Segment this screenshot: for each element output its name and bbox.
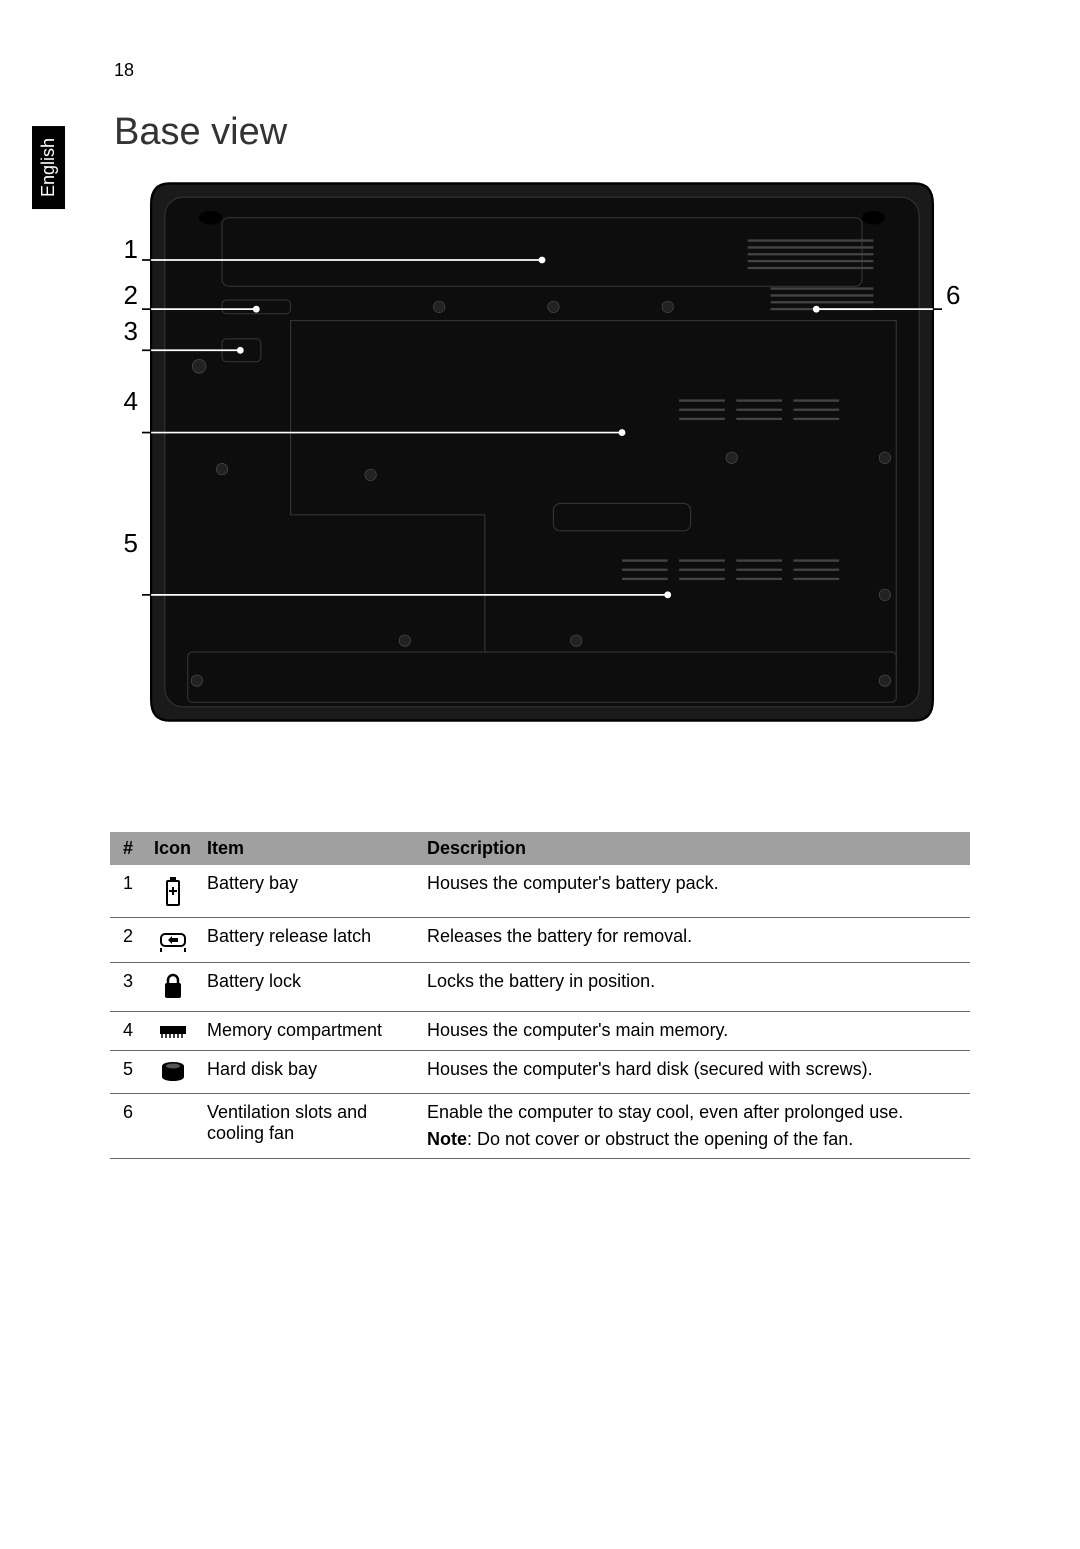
row-desc: Locks the battery in position. bbox=[419, 963, 970, 1012]
row-desc-text: Enable the computer to stay cool, even a… bbox=[427, 1102, 962, 1123]
table-row: 1 Battery bay Houses the computer's batt… bbox=[110, 865, 970, 918]
hdd-icon bbox=[146, 1051, 199, 1094]
row-item: Memory compartment bbox=[199, 1012, 419, 1051]
callout-label-5: 5 bbox=[124, 528, 138, 559]
battery-icon bbox=[146, 865, 199, 918]
row-num: 4 bbox=[110, 1012, 146, 1051]
latch-icon bbox=[146, 918, 199, 963]
note-label: Note bbox=[427, 1129, 467, 1149]
row-item: Ventilation slots and cooling fan bbox=[199, 1094, 419, 1159]
callout-label-3: 3 bbox=[124, 316, 138, 347]
row-num: 2 bbox=[110, 918, 146, 963]
note-text: : Do not cover or obstruct the opening o… bbox=[467, 1129, 853, 1149]
no-icon bbox=[146, 1094, 199, 1159]
diagram-left-labels: 1 2 3 4 5 bbox=[114, 172, 142, 662]
row-desc: Enable the computer to stay cool, even a… bbox=[419, 1094, 970, 1159]
row-desc: Houses the computer's hard disk (secured… bbox=[419, 1051, 970, 1094]
row-num: 1 bbox=[110, 865, 146, 918]
section-title: Base view bbox=[114, 111, 970, 154]
row-desc: Houses the computer's battery pack. bbox=[419, 865, 970, 918]
table-row: 3 Battery lock Locks the battery in posi… bbox=[110, 963, 970, 1012]
table-header-num: # bbox=[110, 832, 146, 865]
callout-label-4: 4 bbox=[124, 386, 138, 417]
table-header-item: Item bbox=[199, 832, 419, 865]
row-desc: Houses the computer's main memory. bbox=[419, 1012, 970, 1051]
table-row: 2 Battery release latch Releases the bat… bbox=[110, 918, 970, 963]
callout-label-2: 2 bbox=[124, 280, 138, 311]
laptop-base-illustration bbox=[142, 172, 942, 732]
row-num: 5 bbox=[110, 1051, 146, 1094]
lock-icon bbox=[146, 963, 199, 1012]
row-item: Battery lock bbox=[199, 963, 419, 1012]
component-table: # Icon Item Description 1 Battery bay Ho… bbox=[110, 832, 970, 1159]
row-desc: Releases the battery for removal. bbox=[419, 918, 970, 963]
table-header-desc: Description bbox=[419, 832, 970, 865]
callout-label-1: 1 bbox=[124, 234, 138, 265]
row-item: Hard disk bay bbox=[199, 1051, 419, 1094]
row-num: 3 bbox=[110, 963, 146, 1012]
base-view-diagram: 1 2 3 4 5 bbox=[114, 172, 970, 732]
row-item: Battery bay bbox=[199, 865, 419, 918]
diagram-right-labels: 6 bbox=[942, 172, 970, 662]
table-row: 4 Memory compartment Houses the computer… bbox=[110, 1012, 970, 1051]
table-row: 5 Hard disk bay Houses the computer's ha… bbox=[110, 1051, 970, 1094]
row-item: Battery release latch bbox=[199, 918, 419, 963]
language-tab: English bbox=[32, 126, 65, 209]
memory-icon bbox=[146, 1012, 199, 1051]
row-num: 6 bbox=[110, 1094, 146, 1159]
table-header-icon: Icon bbox=[146, 832, 199, 865]
callout-label-6: 6 bbox=[946, 280, 960, 311]
table-row: 6 Ventilation slots and cooling fan Enab… bbox=[110, 1094, 970, 1159]
page-number: 18 bbox=[114, 60, 970, 81]
